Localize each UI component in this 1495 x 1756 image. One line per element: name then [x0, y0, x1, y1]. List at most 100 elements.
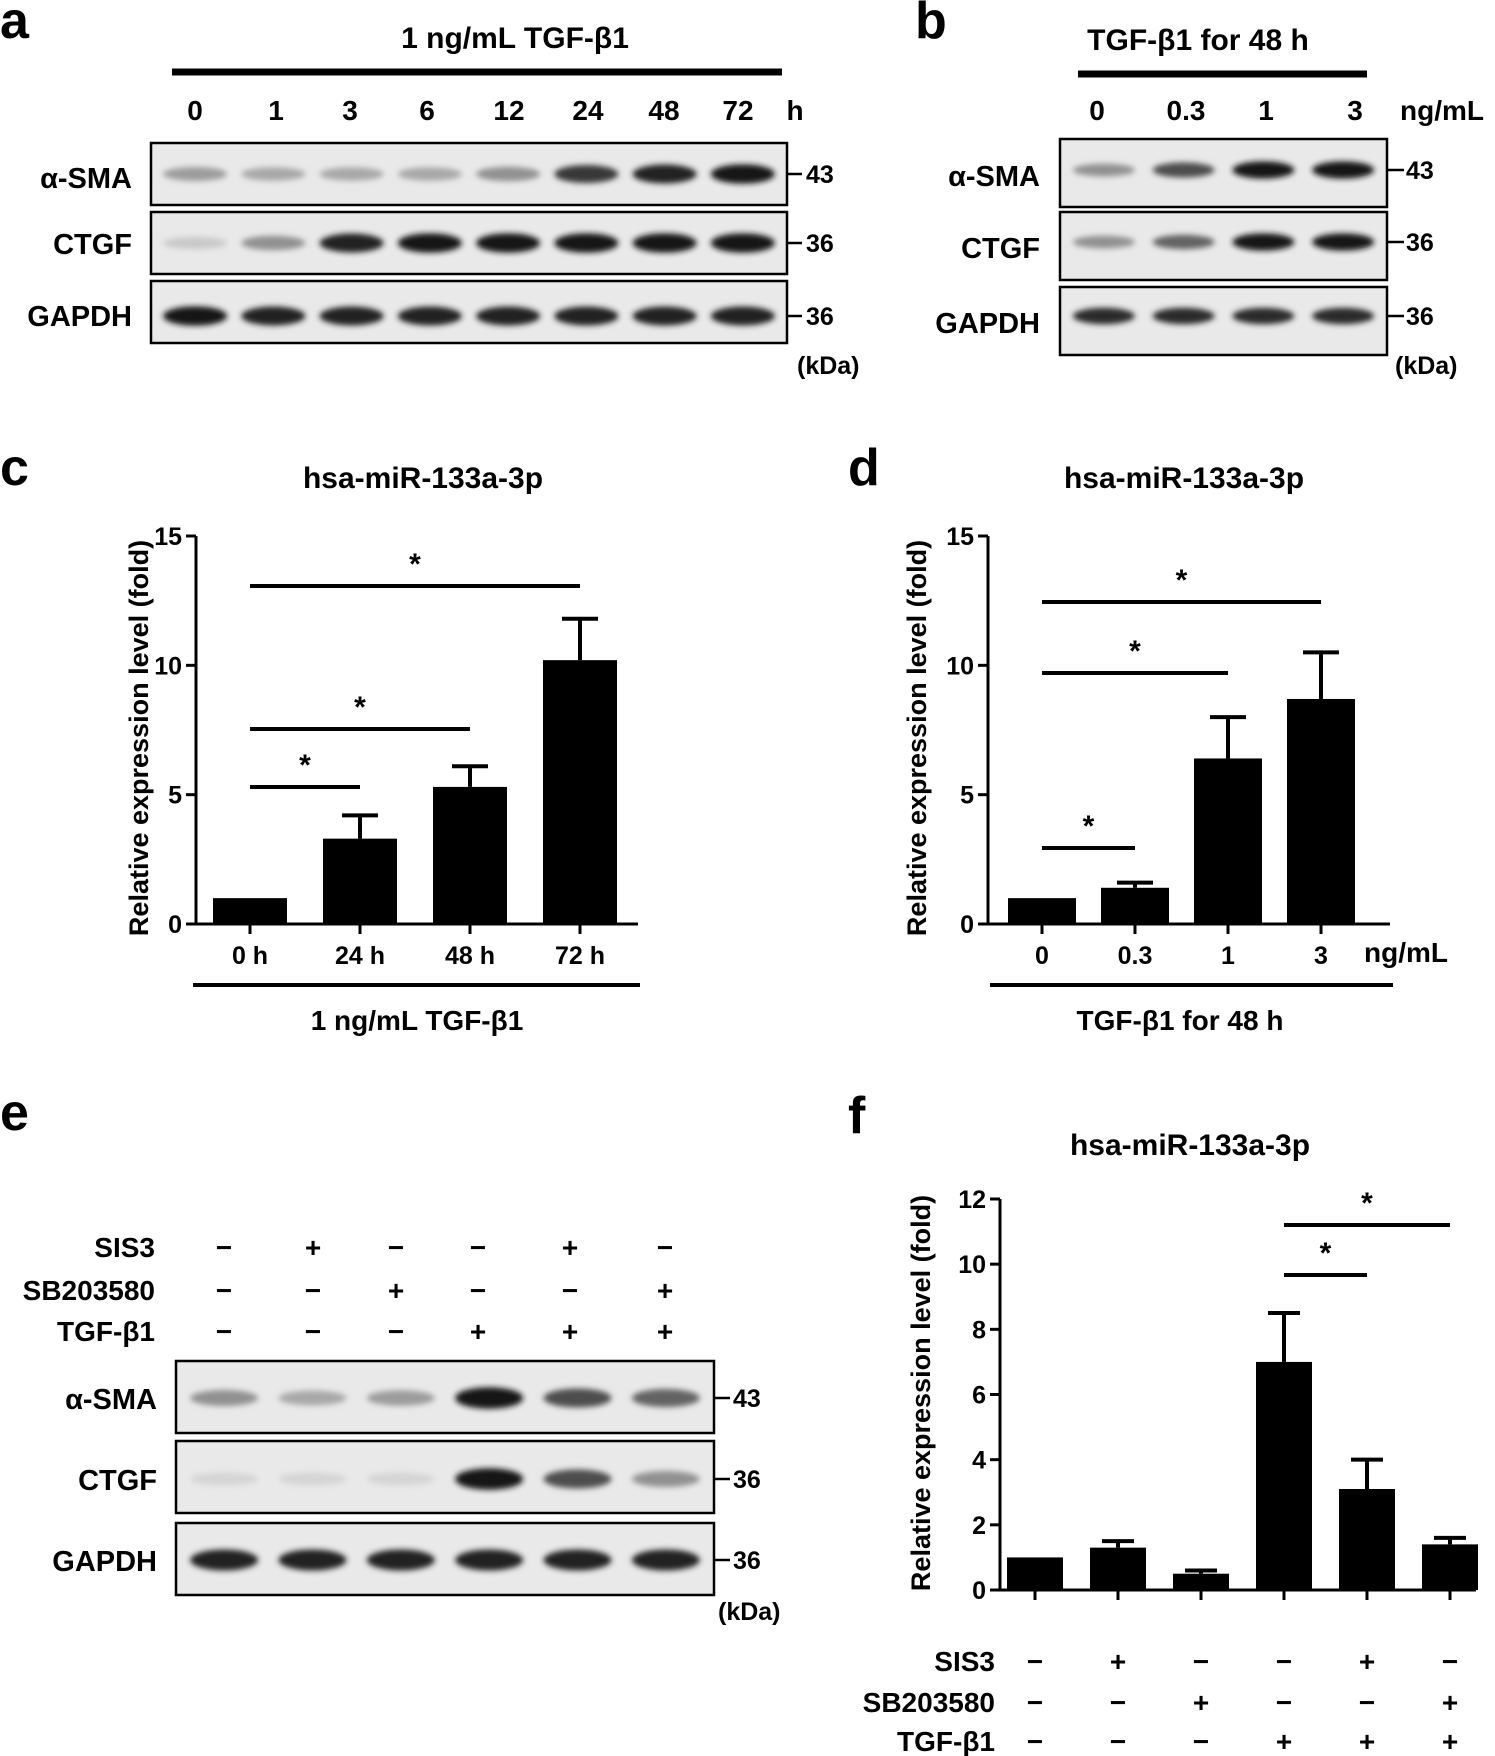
y-tick-label: 0 — [960, 911, 974, 939]
blot-band — [554, 306, 619, 326]
x-axis-label: TGF-β1 for 48 h — [1077, 1005, 1284, 1036]
bar — [1256, 1361, 1312, 1590]
lane-label: 48 — [648, 95, 679, 126]
sign: − — [1027, 1646, 1043, 1677]
mw-label: 43 — [806, 161, 834, 189]
blot-band — [1152, 234, 1215, 250]
significance-star: * — [299, 749, 311, 782]
blot-band — [631, 1389, 700, 1407]
sign: + — [562, 1316, 578, 1347]
condition-label: SB203580 — [863, 1687, 995, 1718]
bar — [1173, 1573, 1229, 1590]
sign: − — [1027, 1687, 1043, 1718]
mw-unit: (kDa) — [718, 1598, 781, 1626]
blot-band — [476, 306, 541, 326]
blot-band — [1312, 233, 1375, 251]
bar — [1008, 898, 1076, 924]
blot-band — [1312, 307, 1375, 325]
panel-a-lane-labels: 0 1 3 6 12 24 48 72 h — [187, 95, 803, 126]
x-tick-label: 1 — [1221, 942, 1235, 970]
sign: − — [1110, 1726, 1126, 1756]
blot-band — [319, 306, 384, 326]
sign: − — [216, 1232, 232, 1263]
blot-band — [1232, 233, 1295, 251]
sign: + — [305, 1232, 321, 1263]
panel-c-label: c — [0, 439, 29, 497]
panel-f-chart: f hsa-miR-133a-3p Relative expression le… — [848, 1087, 1478, 1756]
y-tick-label: 0 — [972, 1577, 986, 1605]
panel-e-mw-markers: 43 36 36 (kDa) — [714, 1385, 781, 1626]
blot-band — [710, 306, 775, 326]
x-unit-label: ng/mL — [1364, 937, 1448, 968]
panel-b-blots — [1058, 137, 1389, 357]
mw-label: 36 — [806, 230, 834, 258]
protein-label: CTGF — [53, 229, 132, 261]
lane-unit: h — [786, 95, 803, 126]
panel-e-label: e — [0, 1084, 29, 1142]
mw-label: 43 — [733, 1385, 761, 1413]
chart-title: hsa-miR-133a-3p — [303, 462, 543, 495]
bar — [1287, 698, 1355, 924]
significance-star: * — [1129, 635, 1141, 668]
blot-band — [163, 167, 228, 181]
y-tick-label: 4 — [972, 1447, 986, 1475]
mw-label: 36 — [733, 1547, 761, 1575]
y-tick-label: 10 — [958, 1251, 986, 1279]
y-tick-label: 2 — [972, 1512, 986, 1540]
blot-band — [1152, 162, 1215, 178]
blot-band — [632, 306, 697, 326]
blot-band — [397, 306, 462, 326]
protein-label: CTGF — [961, 233, 1040, 265]
protein-label: α-SMA — [65, 1384, 157, 1416]
bar — [1339, 1488, 1395, 1590]
blot-band — [543, 1388, 612, 1408]
sign: − — [216, 1275, 232, 1306]
mw-label: 43 — [1406, 157, 1434, 185]
blot-band — [554, 233, 619, 253]
bar — [1422, 1544, 1478, 1590]
blot-band — [1152, 307, 1215, 325]
significance-star: * — [1361, 1187, 1373, 1220]
x-tick-label: 72 h — [555, 942, 605, 970]
sign: + — [1193, 1687, 1209, 1718]
sign: + — [1442, 1687, 1458, 1718]
y-axis-label: Relative expression level (fold) — [906, 1195, 936, 1591]
blot-band — [366, 1549, 435, 1571]
sign: + — [1359, 1726, 1375, 1756]
panel-c-chart: c hsa-miR-133a-3p Relative expression le… — [0, 439, 640, 1036]
blot-band — [710, 164, 775, 184]
sign: − — [388, 1316, 404, 1347]
x-tick-label: 0.3 — [1118, 942, 1153, 970]
blot-band — [632, 164, 697, 184]
blot-band — [476, 166, 541, 182]
sign: + — [562, 1232, 578, 1263]
panel-a-mw-markers: 43 36 36 (kDa) — [787, 161, 860, 380]
panel-b-label: b — [915, 0, 947, 50]
panel-e: e SIS3 SB203580 TGF-β1 − + − − + − − − +… — [0, 1084, 781, 1626]
blot-band — [241, 306, 306, 326]
y-tick-label: 15 — [154, 523, 182, 551]
mw-unit: (kDa) — [1395, 352, 1458, 380]
x-tick-label: 24 h — [335, 942, 385, 970]
sign: + — [470, 1316, 486, 1347]
lane-label: 24 — [572, 95, 604, 126]
bar — [1007, 1557, 1063, 1590]
blot-band — [631, 1549, 700, 1571]
sign: − — [1110, 1687, 1126, 1718]
lane-label: 1 — [268, 95, 284, 126]
mw-label: 36 — [1406, 303, 1434, 331]
bar — [1194, 758, 1262, 924]
lane-label: 1 — [1258, 95, 1274, 126]
sign: − — [1359, 1687, 1375, 1718]
blot-band — [543, 1469, 612, 1489]
protein-label: α-SMA — [948, 161, 1040, 193]
y-tick-label: 15 — [946, 523, 974, 551]
mw-label: 36 — [1406, 229, 1434, 257]
lane-label: 3 — [342, 95, 358, 126]
panel-a-title: 1 ng/mL TGF-β1 — [401, 22, 629, 55]
sign: + — [1359, 1646, 1375, 1677]
sign: − — [388, 1232, 404, 1263]
lane-label: 0 — [1089, 95, 1105, 126]
blot-band — [366, 1390, 435, 1406]
